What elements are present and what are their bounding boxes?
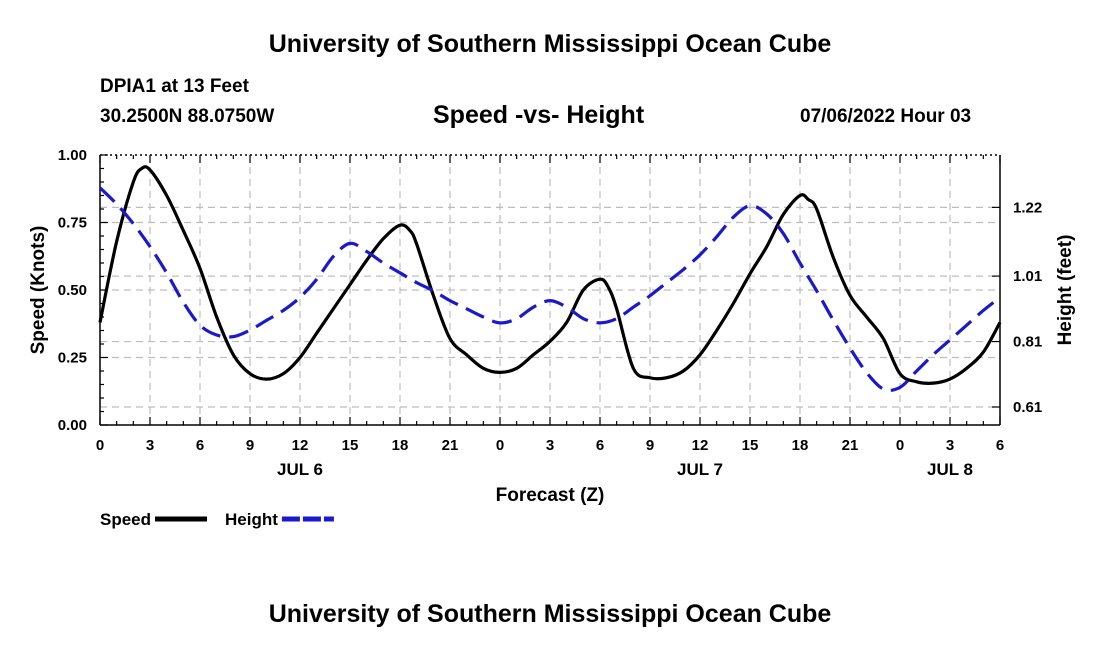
x-tick-label: 0 [96,437,104,454]
page-title: University of Southern Mississippi Ocean… [268,30,832,58]
x-tick-label: 18 [792,437,809,454]
chart-subtitle: Speed -vs- Height [433,101,645,129]
x-tick-label: 12 [692,437,709,454]
y-tick-label: 0.75 [58,215,87,232]
y2-tick-label: 1.01 [1013,268,1042,285]
x-tick-label: 15 [342,437,359,454]
y-tick-label: 0.00 [58,417,87,434]
footer-title: University of Southern Mississippi Ocean… [268,600,832,628]
x-tick-label: 21 [842,437,859,454]
x-tick-label: 6 [196,437,204,454]
date-label: JUL 7 [677,460,723,479]
height-legend-label: Height [225,510,278,529]
x-tick-label: 15 [742,437,759,454]
x-tick-label: 9 [246,437,254,454]
x-tick-label: 12 [292,437,309,454]
x-axis-label: Forecast (Z) [496,485,605,506]
y2-axis-label: Height (feet) [1055,235,1076,346]
y-tick-label: 0.25 [58,350,87,367]
speed-legend-label: Speed [100,510,151,529]
x-tick-label: 3 [946,437,954,454]
x-tick-label: 3 [546,437,554,454]
date-label: JUL 6 [277,460,323,479]
y2-tick-label: 0.61 [1013,399,1042,416]
y2-tick-label: 0.81 [1013,334,1042,351]
x-tick-label: 18 [392,437,409,454]
y-tick-label: 0.50 [58,282,87,299]
x-tick-label: 9 [646,437,654,454]
x-tick-label: 6 [996,437,1004,454]
speed-series-line [98,165,1002,385]
forecast-datetime: 07/06/2022 Hour 03 [800,106,972,127]
y2-tick-label: 1.22 [1013,199,1042,216]
y-tick-label: 1.00 [58,147,87,164]
station-label: DPIA1 at 13 Feet [100,76,249,97]
x-tick-label: 0 [496,437,504,454]
height-series-line [98,186,1001,392]
x-tick-label: 6 [596,437,604,454]
station-coordinates: 30.2500N 88.0750W [100,106,275,127]
date-label: JUL 8 [927,460,973,479]
x-tick-label: 0 [896,437,904,454]
y-axis-label: Speed (Knots) [28,226,49,355]
x-tick-label: 3 [146,437,154,454]
x-tick-label: 21 [442,437,459,454]
